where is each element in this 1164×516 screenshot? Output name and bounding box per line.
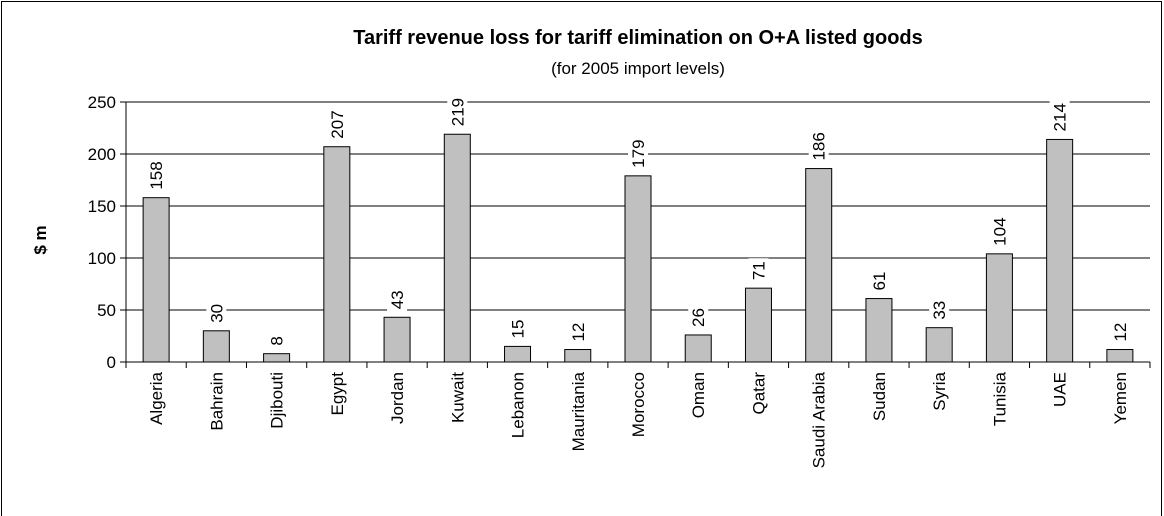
value-label-bg xyxy=(748,258,769,283)
x-tick-label: Oman xyxy=(689,372,708,418)
x-tick-label: Jordan xyxy=(388,372,407,424)
bar xyxy=(865,298,893,363)
value-label: 179 xyxy=(629,139,648,167)
bar xyxy=(624,175,652,363)
value-label: 8 xyxy=(268,336,287,345)
value-label-bg xyxy=(567,319,588,344)
value-label: 214 xyxy=(1051,103,1070,131)
bar xyxy=(985,253,1013,363)
y-tick-label: 150 xyxy=(88,197,116,216)
bar xyxy=(504,345,532,363)
value-label: 30 xyxy=(207,304,226,323)
value-label-bg xyxy=(1109,319,1130,344)
x-tick-label: Yemen xyxy=(1111,372,1130,424)
value-label-bg xyxy=(447,94,468,129)
value-label-bg xyxy=(868,268,889,293)
bar xyxy=(202,330,230,363)
value-label: 186 xyxy=(810,132,829,160)
x-tick-label: Kuwait xyxy=(448,372,467,423)
x-tick-label: Algeria xyxy=(147,371,166,424)
value-label: 12 xyxy=(569,323,588,342)
value-label: 12 xyxy=(1111,323,1130,342)
y-tick-label: 100 xyxy=(88,249,116,268)
value-label-bg xyxy=(808,128,829,163)
bar xyxy=(925,327,953,363)
value-label: 61 xyxy=(870,272,889,291)
bar xyxy=(1106,349,1134,363)
x-tick-label: Qatar xyxy=(749,372,768,415)
bar xyxy=(564,349,592,363)
value-label-bg xyxy=(146,157,167,192)
bar xyxy=(142,197,170,363)
x-tick-label: Saudi Arabia xyxy=(810,371,829,468)
value-label-bg xyxy=(989,213,1010,248)
value-label-bg xyxy=(628,135,648,170)
value-label: 207 xyxy=(328,110,347,138)
x-tick-label: Lebanon xyxy=(509,372,528,438)
bar xyxy=(323,146,351,363)
value-label: 15 xyxy=(509,319,528,338)
value-label: 26 xyxy=(689,308,708,327)
x-tick-label: Egypt xyxy=(328,372,347,416)
bar xyxy=(263,353,291,363)
y-tick-label: 0 xyxy=(107,353,116,372)
y-tick-label: 50 xyxy=(97,301,116,320)
bar xyxy=(805,168,833,363)
chart-title: Tariff revenue loss for tariff eliminati… xyxy=(353,27,923,49)
x-tick-label: Tunisia xyxy=(990,371,1009,426)
x-tick-label: Sudan xyxy=(870,372,889,421)
bar xyxy=(443,133,471,363)
value-label-bg xyxy=(387,287,408,312)
x-tick-label: Mauritania xyxy=(569,371,588,451)
value-label: 71 xyxy=(749,261,768,280)
x-tick-label: UAE xyxy=(1051,372,1070,407)
x-tick-label: Bahrain xyxy=(207,372,226,431)
value-label: 33 xyxy=(930,301,949,320)
bar xyxy=(684,334,712,363)
x-tick-label: Syria xyxy=(930,371,949,410)
value-label-bg xyxy=(688,304,709,329)
value-label-bg xyxy=(206,300,227,325)
x-tick-label: Djibouti xyxy=(268,372,287,429)
bar xyxy=(1046,138,1074,363)
y-tick-label: 250 xyxy=(88,93,116,112)
value-label-bg xyxy=(326,106,347,141)
y-axis-label: $ m xyxy=(31,225,50,254)
bar xyxy=(383,316,411,363)
value-label-bg xyxy=(266,333,287,348)
value-label-bg xyxy=(1049,99,1070,134)
value-label-bg xyxy=(929,297,950,322)
x-tick-label: Morocco xyxy=(629,372,648,437)
value-label: 43 xyxy=(388,290,407,309)
value-label: 219 xyxy=(448,98,467,126)
chart-subtitle: (for 2005 import levels) xyxy=(551,59,725,78)
value-label-bg xyxy=(507,316,528,341)
y-tick-label: 200 xyxy=(88,145,116,164)
value-label: 104 xyxy=(990,217,1009,245)
bar xyxy=(744,287,772,363)
value-label: 158 xyxy=(147,161,166,189)
